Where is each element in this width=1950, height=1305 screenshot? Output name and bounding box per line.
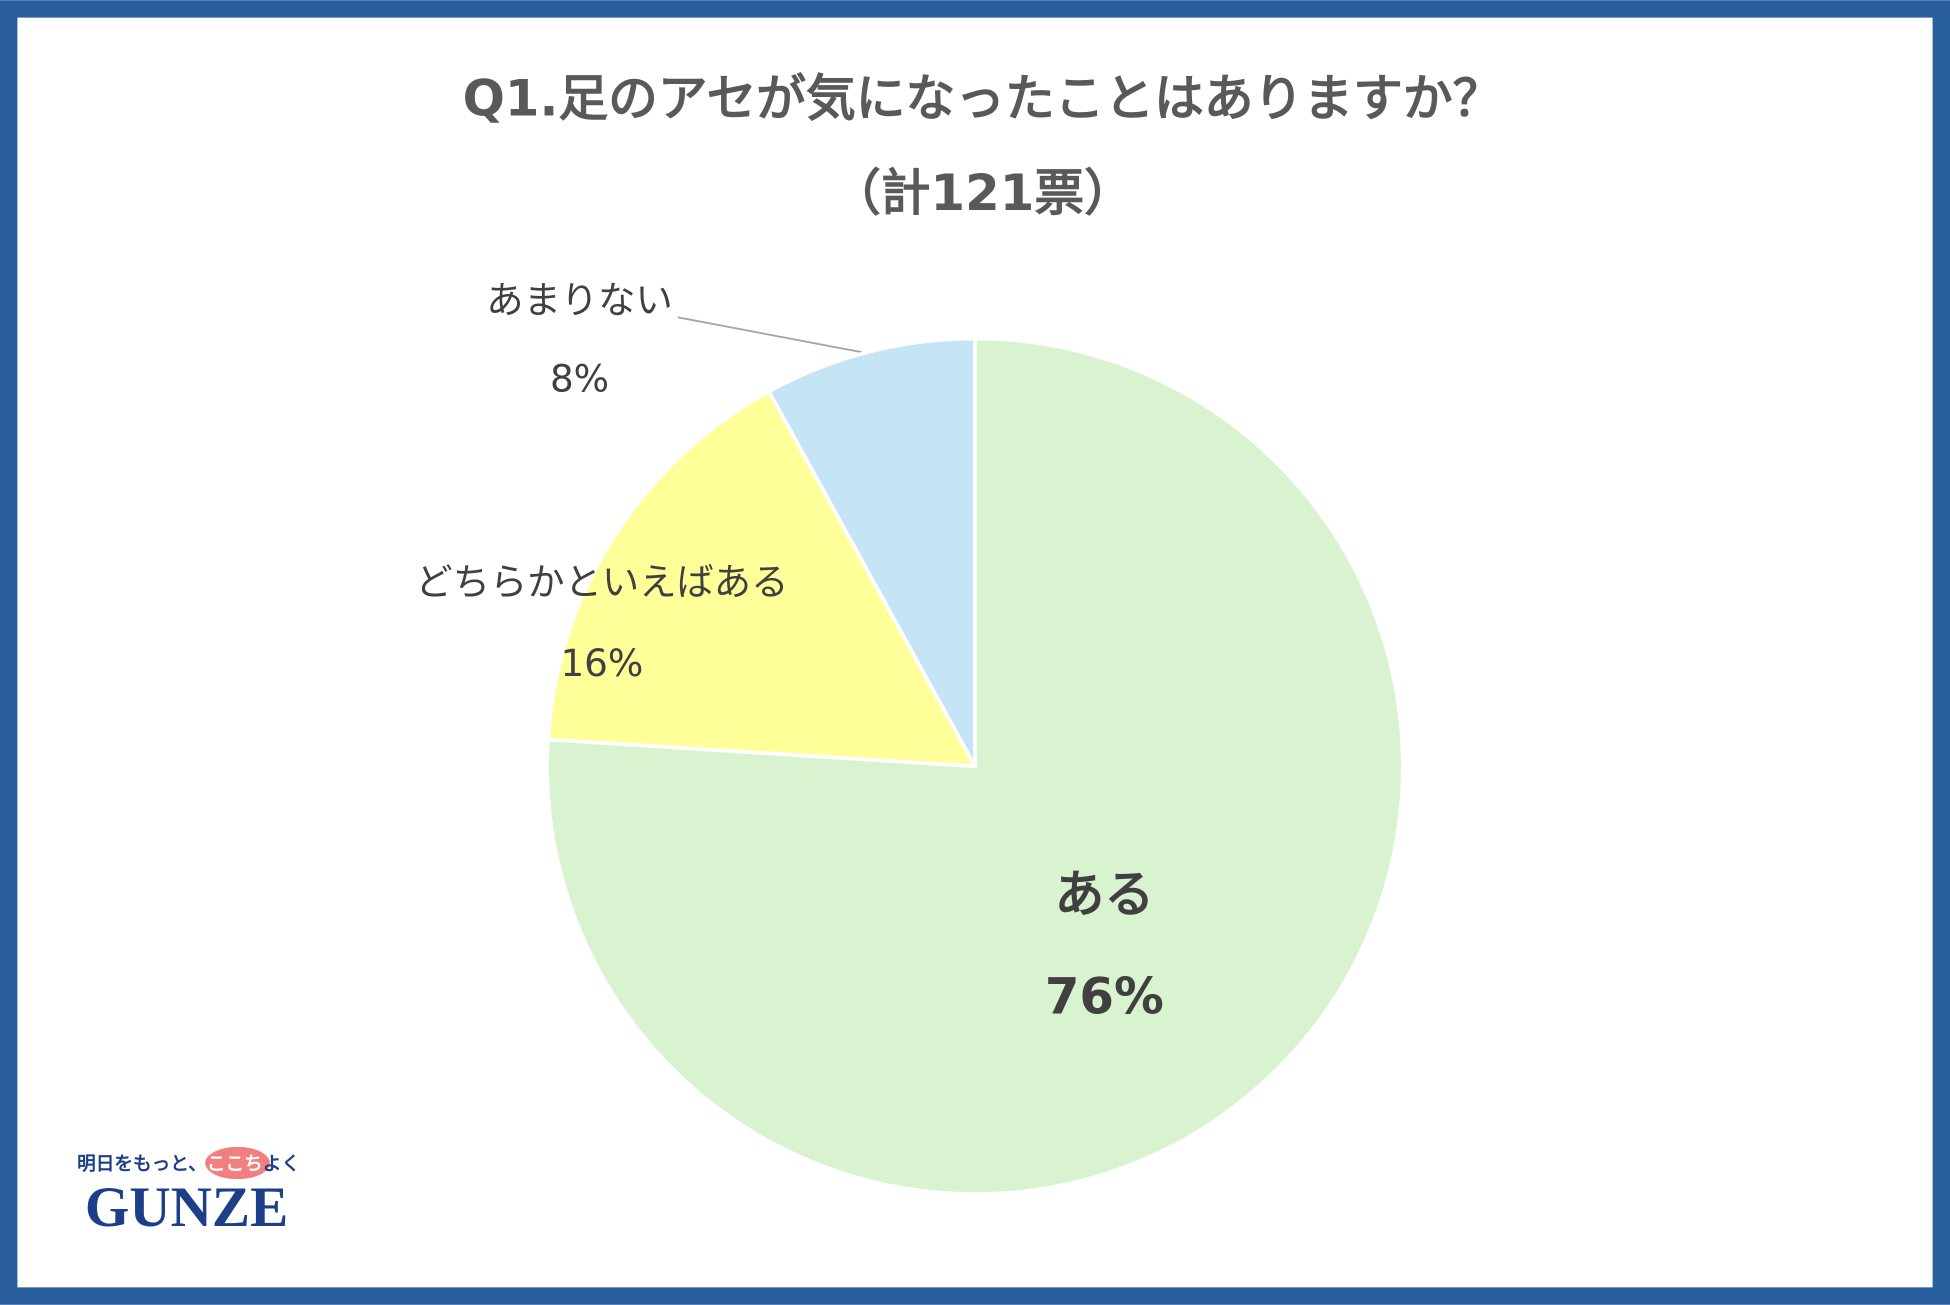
tagline-part: よく	[263, 1154, 300, 1175]
leader-line	[677, 316, 863, 354]
tagline-part: 明日をもっと、	[77, 1154, 207, 1175]
pie-slice	[766, 336, 977, 768]
chart-title: Q1.足のアセが気になったことはありますか？	[463, 70, 1503, 128]
slice-value-label: 16%	[560, 641, 643, 685]
logo-tagline: 明日をもっと、ここちよく	[77, 1154, 300, 1175]
logo: 明日をもっと、ここちよく GUNZE	[77, 1146, 300, 1239]
slice-category-label: あまりない	[486, 278, 672, 322]
tagline-part: ここち	[207, 1154, 263, 1175]
slice-category-label: どちらかといえばある	[415, 560, 788, 604]
logo-blob	[205, 1146, 270, 1180]
pie	[545, 336, 1405, 1196]
logo-name: GUNZE	[85, 1176, 288, 1239]
slice-value-label: 76%	[1045, 968, 1164, 1026]
pie-slice	[546, 388, 979, 769]
chart-subtitle: （計121票）	[831, 164, 1134, 222]
slice-value-label: 8%	[550, 356, 609, 400]
slice-category-label: ある	[1055, 866, 1154, 924]
